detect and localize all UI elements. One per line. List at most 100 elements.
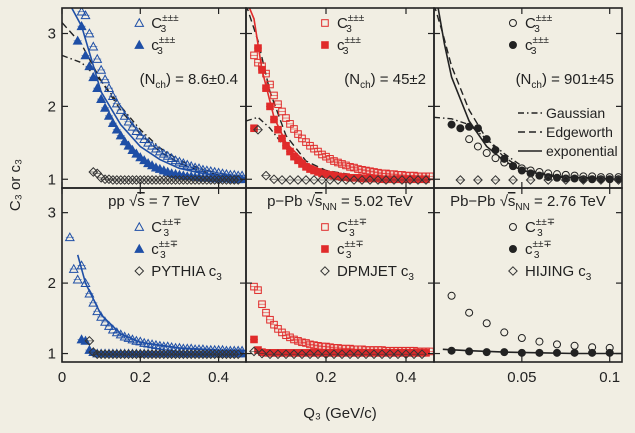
data-marker-diamond-open [194, 349, 204, 360]
data-marker-triangle-filled [88, 72, 99, 82]
data-marker-diamond-open [543, 175, 554, 185]
data-point [290, 125, 298, 133]
data-marker-circle-filled [465, 347, 474, 356]
data-marker-square-open [306, 340, 314, 349]
data-marker-diamond-open [205, 175, 216, 185]
legend-sub: 3 [216, 272, 222, 283]
legend-main: c [337, 37, 345, 54]
data-point [397, 175, 407, 185]
legend-sub: 3 [343, 46, 349, 57]
data-marker-circle-filled [447, 120, 456, 129]
data-marker-triangle-filled [115, 130, 126, 140]
data-marker-triangle-open [88, 41, 99, 51]
data-marker-square-open [262, 308, 270, 317]
data-marker-circle-open [482, 319, 491, 328]
data-point [84, 28, 95, 38]
legend-marker-diamond-open [508, 266, 518, 276]
data-marker-triangle-filled [107, 117, 118, 128]
annotation-part: = 5.02 TeV [337, 193, 413, 210]
data-point [96, 93, 107, 103]
data-marker-triangle-open [158, 148, 169, 158]
data-point [393, 349, 403, 360]
data-point [345, 349, 355, 360]
data-marker-triangle-open [100, 74, 111, 84]
data-marker-diamond-open [317, 175, 327, 185]
data-marker-diamond-open [578, 175, 589, 185]
data-point [525, 175, 536, 185]
data-marker-diamond-open [373, 175, 383, 185]
data-marker-diamond-open [381, 175, 391, 185]
data-marker-diamond-open [490, 175, 501, 185]
fit-legend-label: Edgeworth [546, 124, 613, 140]
data-marker-diamond-open [257, 348, 267, 359]
legend-sup: ±±± [344, 35, 361, 46]
data-point [253, 124, 263, 135]
legend-label: PYTHIA c3 [151, 263, 222, 283]
data-point [313, 349, 323, 360]
legend-label: C±±∓ 3 [525, 217, 555, 239]
data-point [346, 163, 354, 171]
x-tick-label: 0.4 [208, 369, 229, 386]
data-point [265, 349, 275, 360]
data-point [357, 175, 367, 185]
fit-legend-label: exponential [546, 143, 618, 159]
data-marker-triangle-open [119, 110, 130, 120]
data-marker-circle-filled [544, 173, 553, 182]
data-point [64, 232, 75, 242]
legend-marker-circle-filled [508, 245, 517, 253]
data-marker-circle-filled [465, 122, 474, 131]
data-point [262, 308, 270, 317]
data-marker-square-open [362, 166, 370, 175]
data-marker-diamond-open [289, 349, 299, 360]
data-point [526, 169, 535, 178]
data-marker-diamond-open [170, 349, 181, 360]
data-marker-diamond-open [104, 174, 114, 185]
data-point [286, 333, 294, 342]
legend-sub: 3 [161, 24, 167, 35]
data-marker-triangle-open [92, 306, 103, 316]
data-point [123, 116, 134, 126]
data-marker-circle-open [570, 341, 579, 350]
data-marker-triangle-open [84, 28, 95, 38]
data-point [286, 147, 294, 156]
data-marker-circle-filled [552, 173, 561, 182]
data-point [76, 260, 87, 270]
data-point [111, 124, 122, 134]
legend-sub: 3 [408, 272, 414, 283]
data-marker-diamond-open [111, 175, 122, 185]
legend-marker-circle-filled [508, 41, 517, 49]
legend-main: c [525, 37, 533, 54]
data-marker-diamond-open [225, 175, 236, 185]
annotation-sqrt: √ [500, 193, 509, 210]
data-point [455, 175, 466, 185]
data-marker-triangle-open [92, 53, 103, 63]
legend-label: C±±± 3 [151, 13, 179, 35]
data-marker-diamond-open [309, 175, 319, 185]
data-marker-diamond-open [353, 349, 363, 360]
data-marker-diamond-open [293, 175, 303, 185]
data-marker-circle-filled [535, 171, 544, 180]
legend-sup: ±±∓ [348, 217, 367, 228]
y-tick-label: 3 [48, 205, 56, 222]
data-marker-triangle-open [123, 116, 134, 126]
data-point [473, 124, 482, 133]
data-marker-diamond-open [473, 175, 483, 185]
panel-annotation: (Nch) = 45±2 [344, 71, 426, 91]
annotation-part: pp [108, 193, 129, 210]
data-point [358, 165, 366, 174]
annotation-sqrt: √ [129, 193, 138, 210]
annotation-part: (N [344, 71, 360, 88]
data-marker-diamond-open [100, 349, 110, 360]
data-marker-square-open [290, 125, 298, 133]
data-point [570, 341, 579, 350]
legend-marker-square-filled [321, 41, 329, 49]
data-marker-triangle-filled [92, 82, 103, 93]
data-marker-diamond-open [115, 349, 126, 360]
legend-sub: 3 [163, 228, 169, 239]
data-marker-diamond-open [162, 175, 173, 185]
data-marker-diamond-open [329, 349, 339, 360]
data-marker-diamond-open [107, 175, 118, 185]
data-marker-diamond-open [389, 175, 399, 185]
data-point [570, 348, 579, 357]
